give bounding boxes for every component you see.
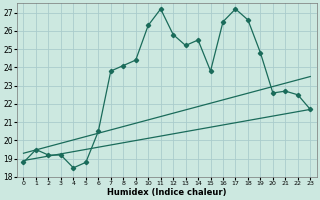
X-axis label: Humidex (Indice chaleur): Humidex (Indice chaleur)	[107, 188, 227, 197]
